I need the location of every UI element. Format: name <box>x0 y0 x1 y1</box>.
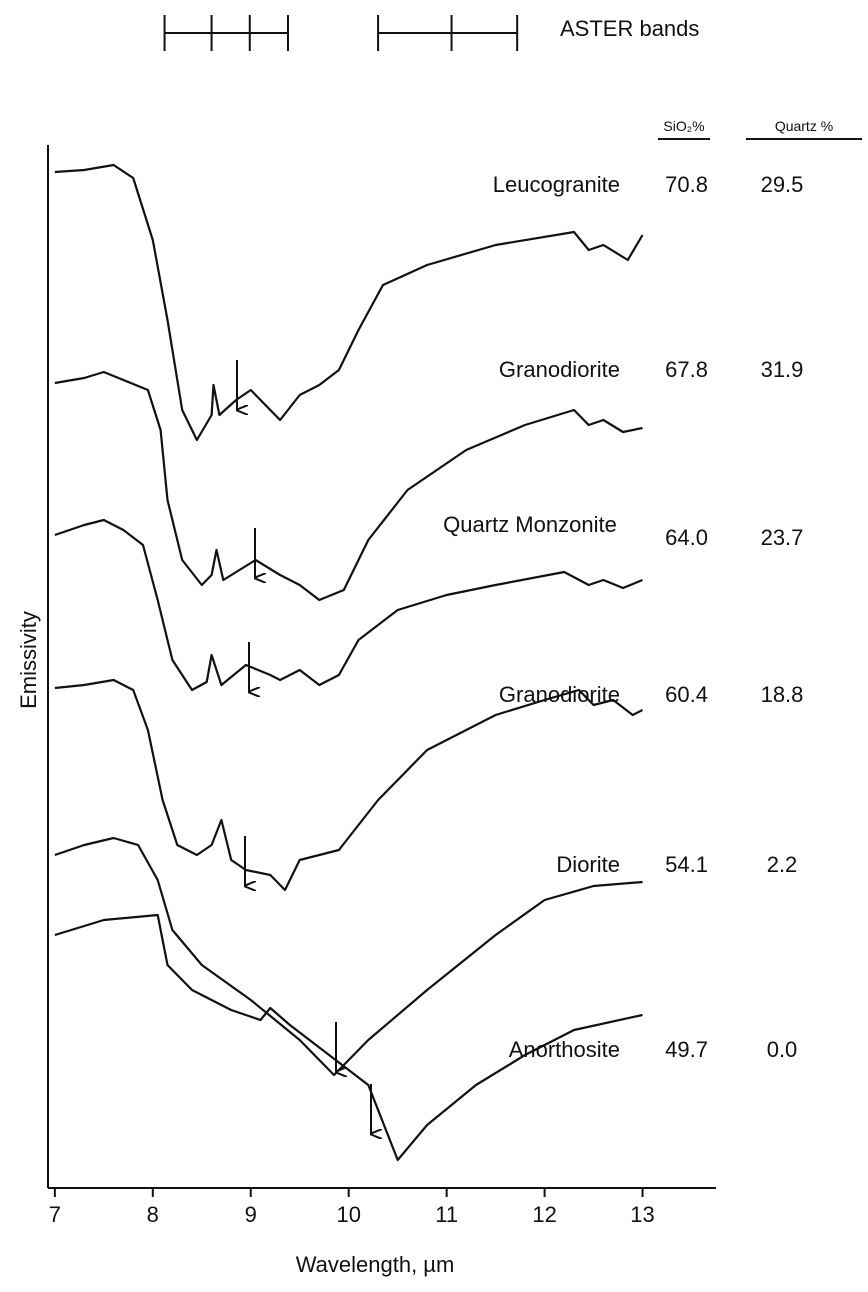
spectrum-line <box>54 163 644 442</box>
sio2-value: 60.4 <box>665 682 708 707</box>
quartz-value: 0.0 <box>766 1037 798 1062</box>
col-header: Quartz % <box>746 118 862 140</box>
x-tick-label: 9 <box>245 1202 257 1227</box>
x-tick-label: 12 <box>532 1202 556 1227</box>
sio2-value: 67.8 <box>665 357 708 382</box>
spectrum-line <box>54 678 643 892</box>
spectrum-line <box>54 836 643 1077</box>
series-label: Quartz Monzonite <box>443 512 617 537</box>
col-header: SiO₂% <box>658 118 710 140</box>
quartz-value: 31.9 <box>760 357 804 382</box>
x-tick-label: 13 <box>630 1202 654 1227</box>
x-tick-label: 7 <box>49 1202 61 1227</box>
x-tick-label: 8 <box>147 1202 159 1227</box>
quartz-value: 2.2 <box>766 852 798 877</box>
quartz-value: 29.5 <box>760 172 804 197</box>
spectrum-line <box>54 370 643 602</box>
series-label: Granodiorite <box>498 357 620 382</box>
sio2-value: 64.0 <box>665 525 708 550</box>
x-tick-label: 11 <box>435 1202 458 1227</box>
sio2-value: 54.1 <box>665 852 708 877</box>
quartz-value: 23.7 <box>760 525 804 550</box>
y-axis-title: Emissivity <box>16 611 41 709</box>
x-axis-title: Wavelength, µm <box>296 1252 455 1277</box>
spectrum-line <box>54 913 643 1162</box>
series-label: Diorite <box>556 852 620 877</box>
series-label: Anorthosite <box>508 1037 620 1062</box>
bands-label: ASTER bands <box>560 16 699 41</box>
spectrum-line <box>54 518 643 692</box>
sio2-value: 49.7 <box>665 1037 708 1062</box>
series-label: Granodiorite <box>498 682 620 707</box>
quartz-value: 18.8 <box>760 682 804 707</box>
sio2-value: 70.8 <box>665 172 708 197</box>
x-tick-label: 10 <box>336 1202 360 1227</box>
series-label: Leucogranite <box>492 172 620 197</box>
